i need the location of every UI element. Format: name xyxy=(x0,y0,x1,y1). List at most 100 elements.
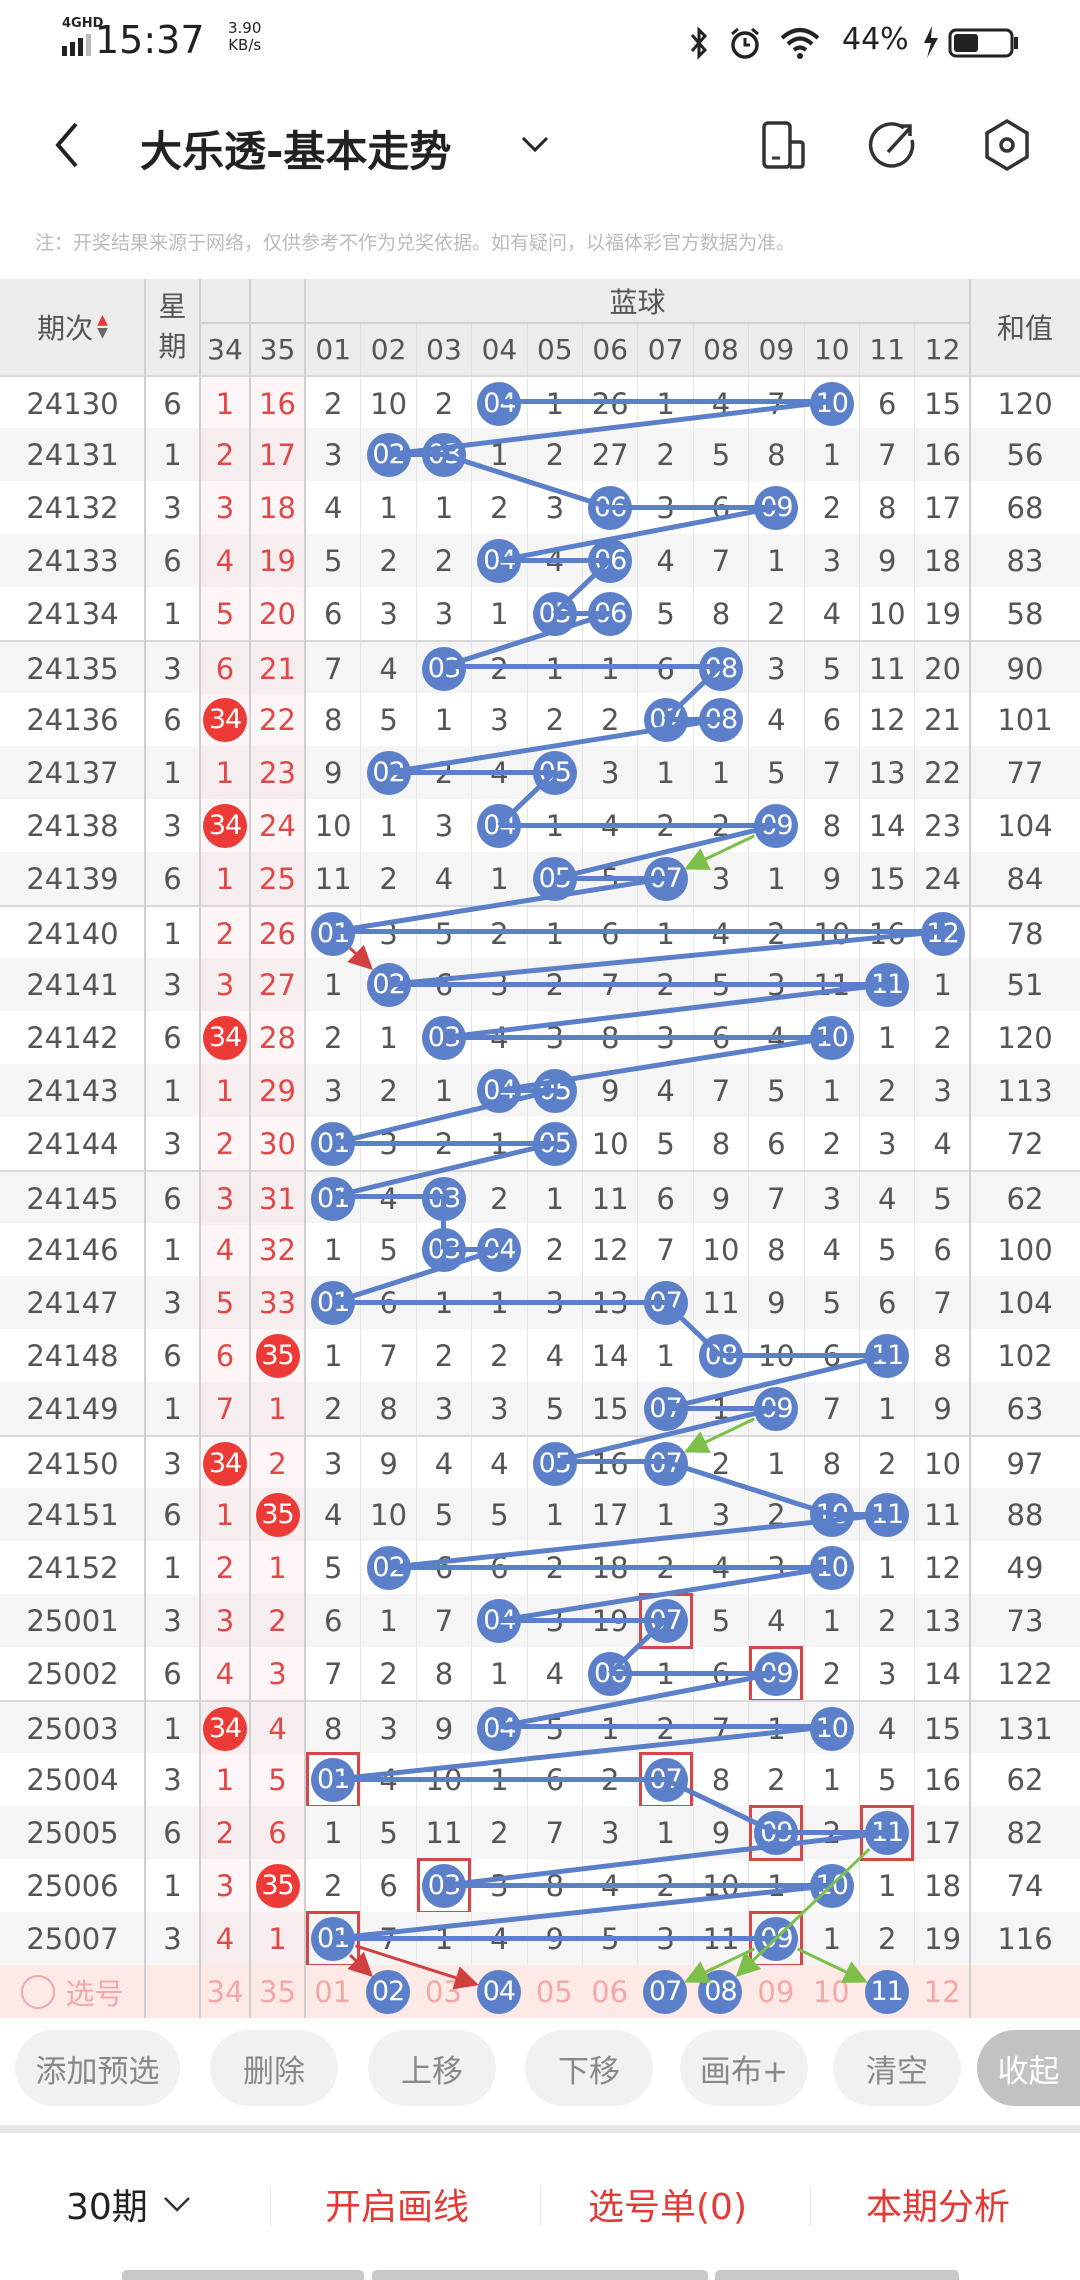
blue-ball-cell[interactable]: 05 xyxy=(526,1064,582,1117)
back-icon[interactable] xyxy=(52,120,82,170)
sum-cell: 72 xyxy=(970,1117,1080,1170)
blue-ball-cell[interactable]: 04 xyxy=(471,1223,526,1276)
blue-ball-cell[interactable]: 01 xyxy=(305,1276,360,1329)
blue-ball-cell[interactable]: 07 xyxy=(637,1437,692,1490)
blue-ball-cell[interactable]: 09 xyxy=(748,1804,804,1861)
blue-ball-cell[interactable]: 09 xyxy=(748,481,803,534)
canvas-add-button[interactable]: 画布+ xyxy=(680,2030,808,2106)
blue-ball-cell[interactable]: 07 xyxy=(637,693,692,746)
period-selector[interactable]: 30期 xyxy=(66,2178,192,2230)
select-blue-cell[interactable]: 02 xyxy=(360,1965,415,2018)
blue-ball-cell[interactable]: 02 xyxy=(360,428,415,481)
select-blue-cell[interactable]: 09 xyxy=(748,1965,803,2018)
blue-ball-cell[interactable]: 09 xyxy=(748,1645,804,1702)
blue-ball-cell[interactable]: 11 xyxy=(859,958,914,1011)
blue-ball-cell[interactable]: 10 xyxy=(803,1011,859,1064)
blue-ball-cell[interactable]: 12 xyxy=(914,907,969,960)
select-red-cell[interactable]: 34 xyxy=(200,1965,250,2018)
sort-icon[interactable]: ▲ ▼ xyxy=(97,312,108,341)
enable-drawing-button[interactable]: 开启画线 xyxy=(325,2187,470,2228)
blue-ball-cell[interactable]: 09 xyxy=(748,799,803,852)
blue-ball-cell[interactable]: 07 xyxy=(637,1382,692,1435)
ticket-list-button[interactable]: 选号单(0) xyxy=(588,2187,747,2228)
settings-icon[interactable] xyxy=(982,118,1032,172)
issue-analysis-button[interactable]: 本期分析 xyxy=(866,2187,1011,2228)
blue-ball-cell[interactable]: 10 xyxy=(803,1702,859,1755)
title-dropdown-chevron-icon[interactable] xyxy=(520,134,550,154)
select-blue-cell[interactable]: 06 xyxy=(582,1965,637,2018)
blue-ball-cell[interactable]: 11 xyxy=(859,1329,914,1382)
blue-ball-cell[interactable]: 05 xyxy=(526,852,582,905)
blue-ball-cell[interactable]: 07 xyxy=(637,1751,693,1808)
blue-ball-cell[interactable]: 01 xyxy=(305,1751,361,1808)
blue-ball-cell[interactable]: 02 xyxy=(360,1541,415,1594)
blue-ball-cell[interactable]: 10 xyxy=(803,1541,859,1594)
select-blue-cell[interactable]: 08 xyxy=(693,1965,748,2018)
blue-ball-cell[interactable]: 04 xyxy=(471,1594,526,1647)
blue-ball-cell[interactable]: 02 xyxy=(360,958,415,1011)
blue-ball-cell[interactable]: 01 xyxy=(305,907,360,960)
blue-ball-cell[interactable]: 04 xyxy=(471,1702,526,1755)
blue-ball-cell[interactable]: 01 xyxy=(305,1910,361,1967)
select-blue-cell[interactable]: 05 xyxy=(527,1965,582,2018)
blue-ball-cell[interactable]: 10 xyxy=(803,1859,859,1912)
blue-ball-cell[interactable]: 04 xyxy=(471,534,526,587)
select-blue-cell[interactable]: 10 xyxy=(804,1965,859,2018)
blue-ball-cell[interactable]: 11 xyxy=(859,1804,915,1861)
blue-ball-cell[interactable]: 09 xyxy=(748,1382,803,1435)
select-blue-cell[interactable]: 11 xyxy=(859,1965,914,2018)
miss-count: 2 xyxy=(323,1391,343,1426)
select-number-toggle[interactable]: 选号 xyxy=(0,1965,145,2018)
blue-ball-cell[interactable]: 03 xyxy=(415,428,471,481)
blue-ball-cell[interactable]: 06 xyxy=(582,1647,637,1700)
blue-ball-cell[interactable]: 06 xyxy=(582,587,637,640)
blue-miss-cell: 9 xyxy=(360,1437,415,1490)
blue-ball-cell[interactable]: 03 xyxy=(415,1857,471,1914)
move-down-button[interactable]: 下移 xyxy=(525,2030,653,2106)
blue-ball-cell[interactable]: 05 xyxy=(526,1117,582,1170)
blue-ball-cell[interactable]: 05 xyxy=(526,1437,582,1490)
delete-button[interactable]: 删除 xyxy=(210,2030,338,2106)
blue-miss-cell: 7 xyxy=(305,1647,360,1700)
blue-ball-cell[interactable]: 08 xyxy=(692,693,748,746)
blue-ball-cell[interactable]: 05 xyxy=(526,746,582,799)
blue-ball-cell[interactable]: 05 xyxy=(526,587,582,640)
select-blue-cell[interactable]: 12 xyxy=(914,1965,969,2018)
blue-ball-cell[interactable]: 08 xyxy=(692,642,748,695)
blue-ball-cell[interactable]: 06 xyxy=(582,481,637,534)
select-blue-cell[interactable]: 04 xyxy=(471,1965,526,2018)
blue-ball-cell[interactable]: 04 xyxy=(471,799,526,852)
blue-ball-cell[interactable]: 01 xyxy=(305,1117,360,1170)
blue-ball-cell[interactable]: 02 xyxy=(360,746,415,799)
weekday-cell: 1 xyxy=(145,907,200,960)
select-blue-cell[interactable]: 03 xyxy=(416,1965,471,2018)
blue-ball-cell[interactable]: 11 xyxy=(859,1488,914,1541)
move-up-button[interactable]: 上移 xyxy=(368,2030,496,2106)
add-preselect-button[interactable]: 添加预选 xyxy=(15,2030,180,2106)
blue-ball-cell[interactable]: 06 xyxy=(582,534,637,587)
blue-ball-cell[interactable]: 09 xyxy=(748,1910,804,1967)
blue-ball-cell[interactable]: 07 xyxy=(637,852,692,905)
blue-ball-cell[interactable]: 10 xyxy=(803,1488,859,1541)
clear-button[interactable]: 清空 xyxy=(833,2030,961,2106)
blue-ball-cell[interactable]: 03 xyxy=(415,1011,471,1064)
blue-ball-cell[interactable]: 01 xyxy=(305,1172,360,1225)
blue-ball-cell[interactable]: 07 xyxy=(637,1592,693,1649)
header-divider xyxy=(200,322,970,324)
select-red-cell[interactable]: 35 xyxy=(250,1965,305,2018)
blue-ball-cell[interactable]: 04 xyxy=(471,377,526,430)
blue-ball-cell[interactable]: 10 xyxy=(803,377,859,430)
issue-column-header[interactable]: 期次 ▲ ▼ xyxy=(0,279,145,375)
device-layout-icon[interactable] xyxy=(758,120,808,170)
select-blue-cell[interactable]: 07 xyxy=(637,1965,692,2018)
blue-ball-cell[interactable]: 08 xyxy=(692,1329,748,1382)
blue-ball-cell[interactable]: 03 xyxy=(415,1223,471,1276)
blue-ball-cell[interactable]: 03 xyxy=(415,1172,471,1225)
select-blue-cell[interactable]: 01 xyxy=(305,1965,360,2018)
blue-ball-cell[interactable]: 07 xyxy=(637,1276,692,1329)
blue-ball-cell[interactable]: 04 xyxy=(471,1064,526,1117)
share-icon[interactable] xyxy=(868,120,918,170)
blue-ball: 03 xyxy=(421,1227,466,1272)
blue-ball-cell[interactable]: 03 xyxy=(415,642,471,695)
collapse-button[interactable]: 收起 xyxy=(977,2030,1080,2106)
